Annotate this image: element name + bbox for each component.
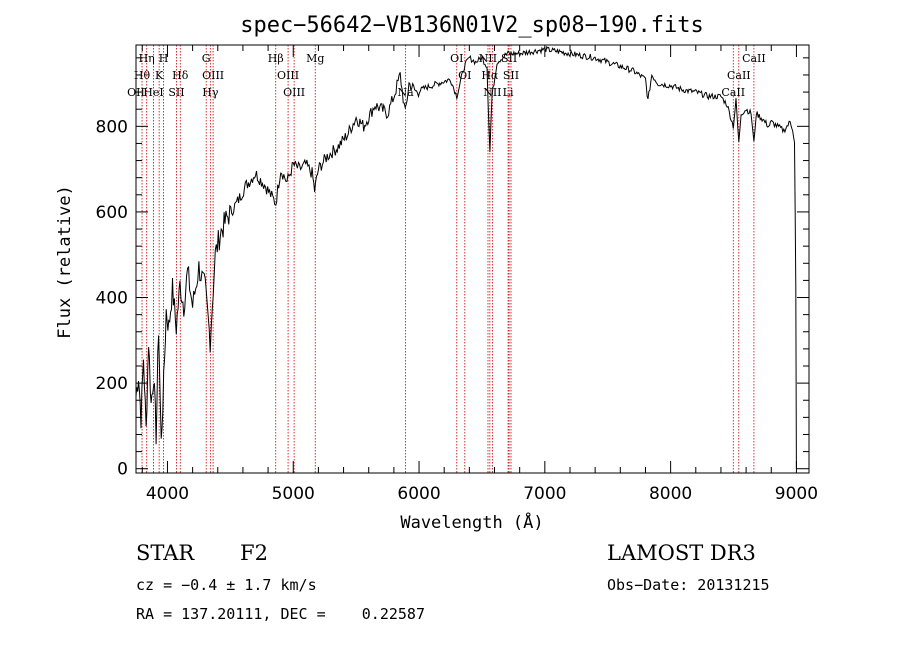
y-tick-label: 400 (96, 289, 128, 309)
line-label-Htheta: Hθ (134, 69, 151, 82)
object-subclass: F2 (240, 541, 268, 565)
line-label-OIII-c: OIII (283, 86, 305, 99)
line-label-OI: OI (450, 52, 463, 65)
line-label-G: G (202, 52, 211, 65)
y-axis-label: Flux (relative) (55, 185, 75, 339)
line-label-CaII-a: CaII (721, 86, 745, 99)
x-tick-label: 7000 (523, 484, 566, 504)
y-tick-label: 600 (96, 203, 128, 223)
line-label-OI-b: OI (458, 69, 471, 82)
line-label-SII-a: SII (168, 86, 184, 99)
object-class: STAR (136, 541, 195, 565)
line-label-Li: Li (503, 86, 514, 99)
y-tick-label: 200 (96, 374, 128, 394)
line-label-K: K (155, 69, 164, 82)
line-label-Hgamma: Hγ (202, 86, 219, 99)
line-label-HeI-a: HeI (143, 86, 163, 99)
chart-title: spec−56642−VB136N01V2_sp08−190.fits (240, 13, 704, 38)
observation-date: Obs−Date: 20131215 (607, 576, 770, 594)
line-labels: OIIHθHηHeIKHSIIHδGOIIIHγHβOIIIOIIIMgNaOI… (127, 52, 766, 99)
line-label-SII-c: SII (503, 69, 519, 82)
line-label-OIII-b: OIII (277, 69, 299, 82)
y-axis: 0 200 400 600 800 (96, 57, 809, 480)
plot-frame (135, 44, 810, 474)
x-tick-label: 5000 (272, 484, 315, 504)
line-label-CaII-b: CaII (727, 69, 751, 82)
line-label-OIII-a: OIII (202, 69, 224, 82)
line-label-Hdelta: Hδ (172, 69, 189, 82)
x-axis: 4000 5000 6000 7000 8000 9000 (141, 45, 818, 504)
y-tick-label: 800 (96, 117, 128, 137)
line-label-Heta: Hη (139, 52, 155, 65)
survey-name: LAMOST DR3 (607, 541, 756, 565)
line-label-H: H (159, 52, 169, 65)
line-label-Mg: Mg (306, 52, 324, 65)
redshift-cz: cz = −0.4 ± 1.7 km/s (136, 576, 317, 594)
y-tick-label: 0 (117, 460, 128, 480)
x-tick-label: 4000 (146, 484, 189, 504)
spectrum-line (135, 45, 797, 469)
x-tick-label: 8000 (649, 484, 692, 504)
x-tick-label: 6000 (397, 484, 440, 504)
line-label-CaII-c: CaII (742, 52, 766, 65)
x-tick-label: 9000 (775, 484, 818, 504)
line-label-Hbeta: Hβ (268, 52, 284, 65)
line-markers (135, 45, 755, 473)
ra-dec: RA = 137.20111, DEC = 0.22587 (136, 605, 425, 623)
x-axis-label: Wavelength (Å) (400, 511, 543, 533)
line-label-Na: Na (397, 86, 414, 99)
